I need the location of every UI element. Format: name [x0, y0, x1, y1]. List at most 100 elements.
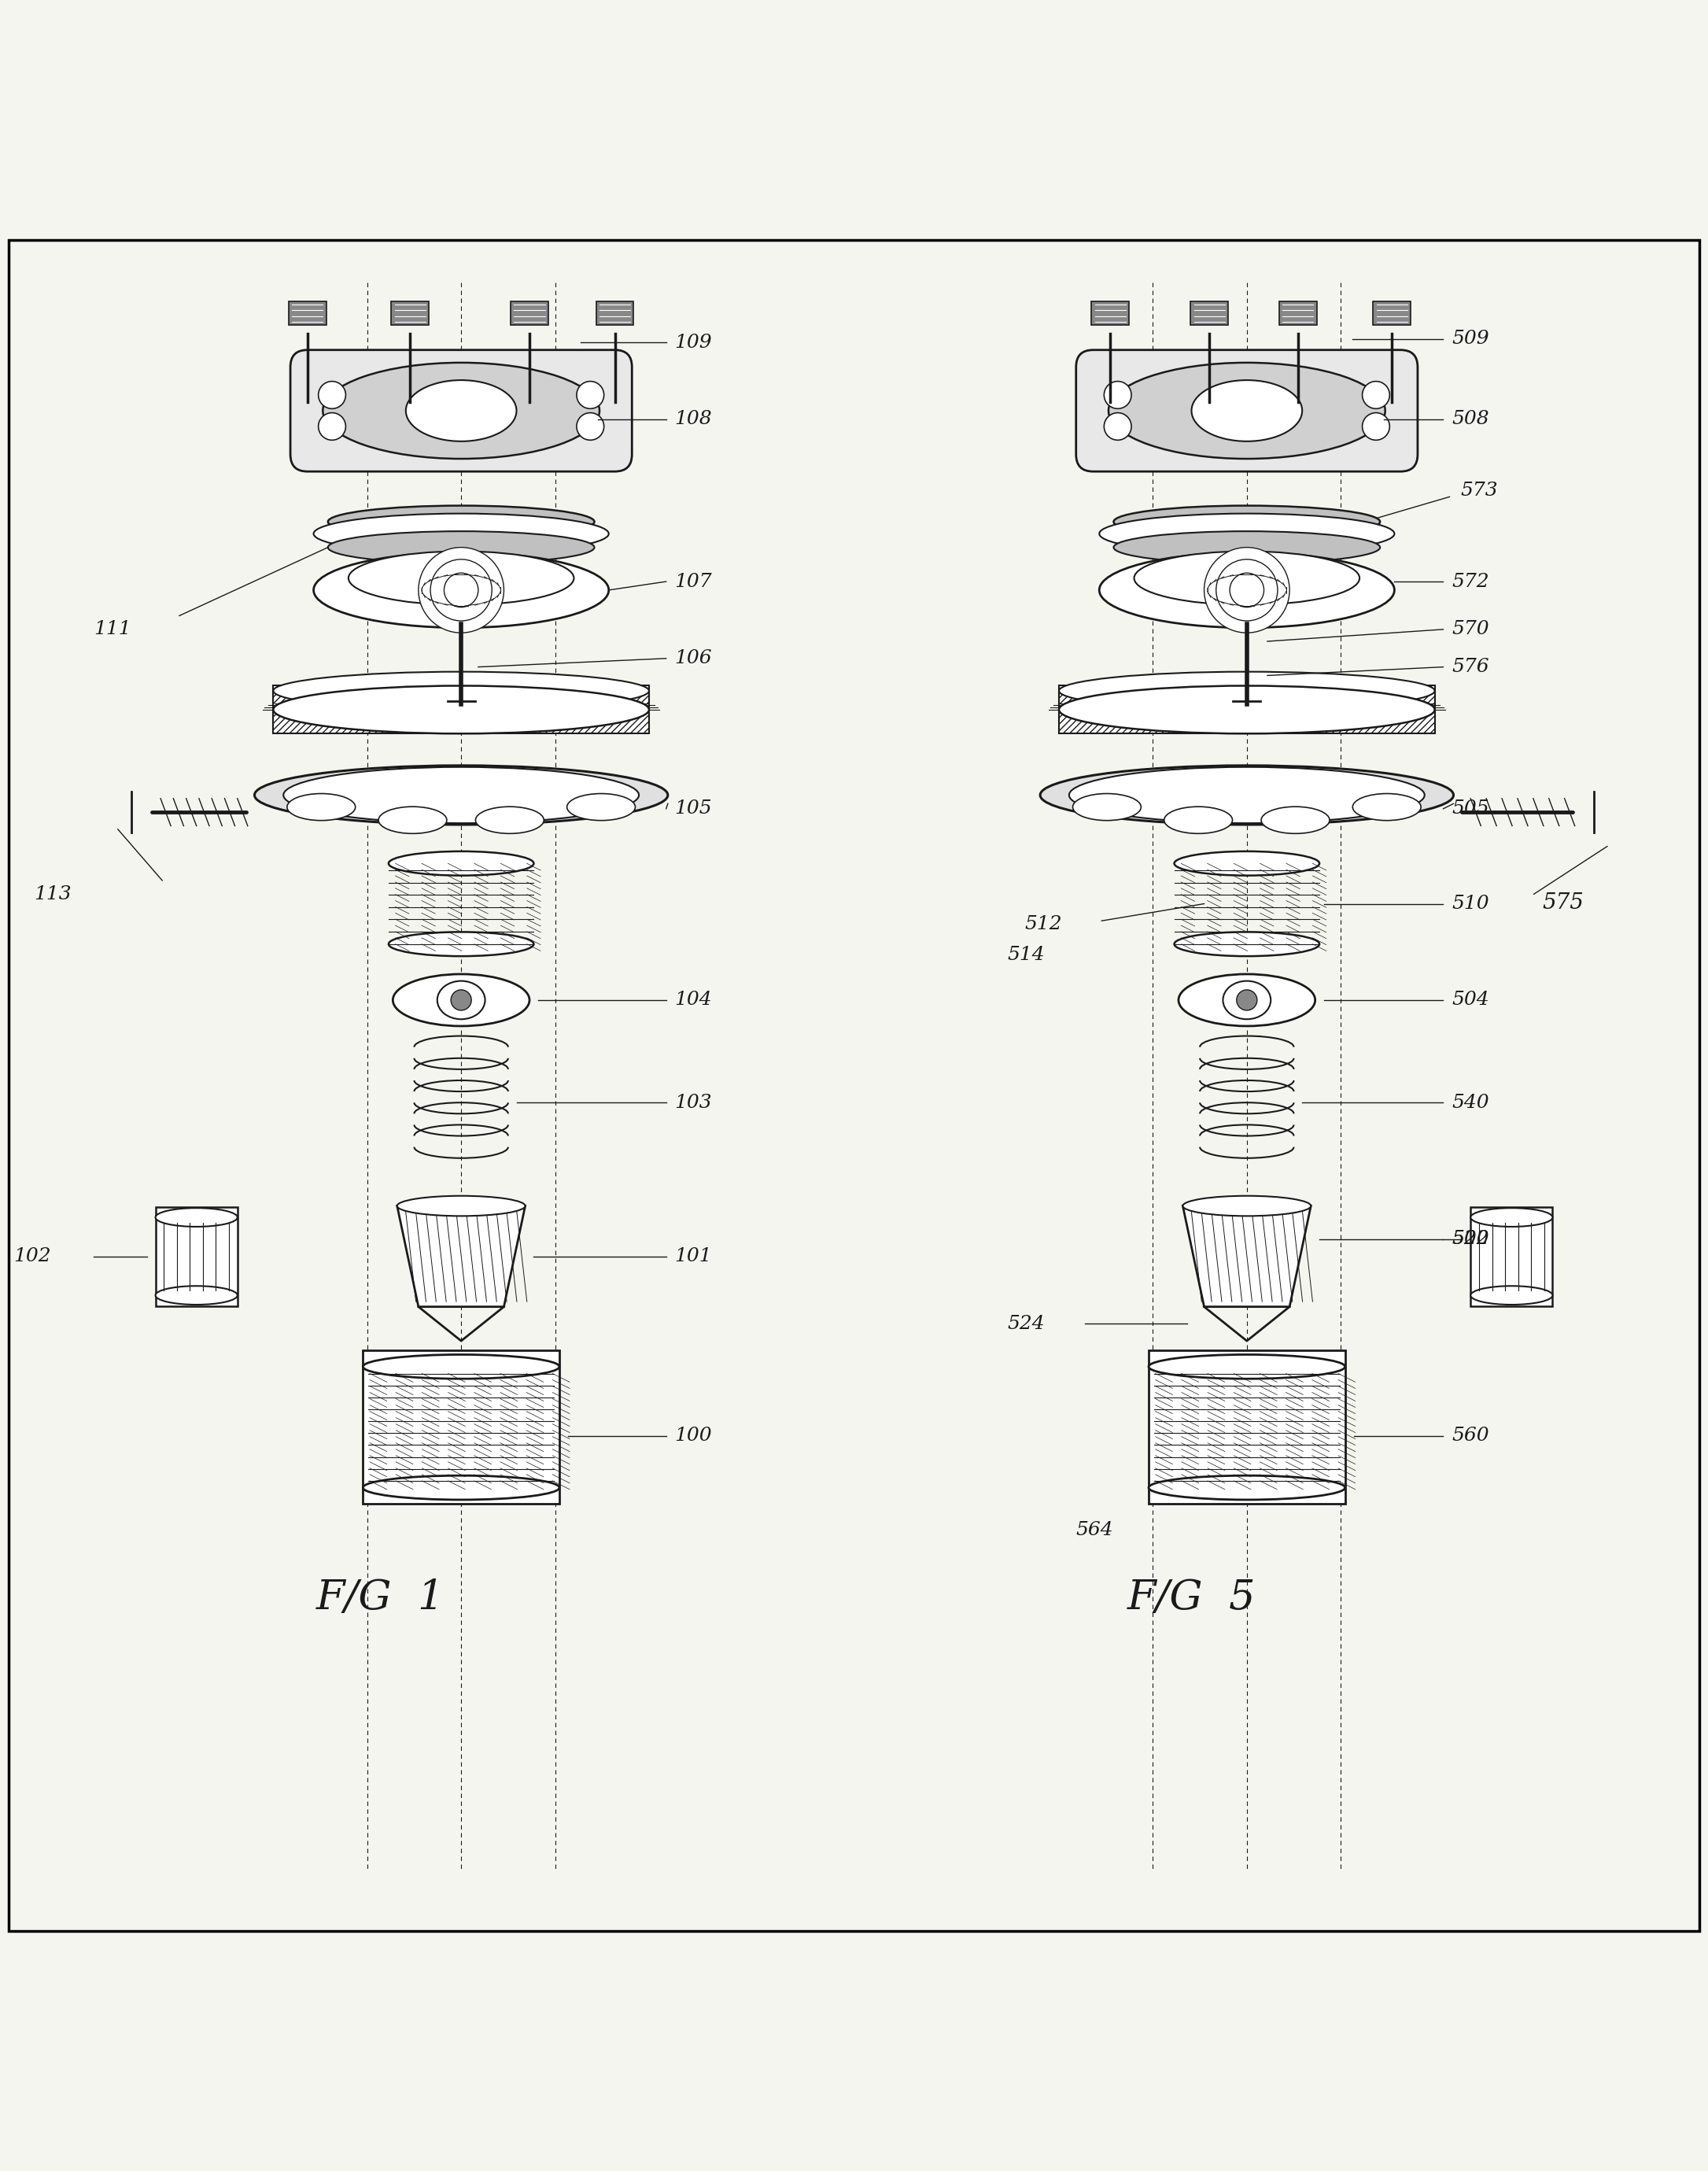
Text: F/G  5: F/G 5 — [1127, 1578, 1255, 1617]
Bar — [596, 302, 634, 326]
Text: 102: 102 — [14, 1248, 51, 1266]
Bar — [511, 302, 548, 326]
Ellipse shape — [1175, 851, 1319, 875]
Ellipse shape — [407, 380, 516, 441]
Ellipse shape — [1100, 515, 1394, 554]
Text: 108: 108 — [675, 410, 712, 428]
Text: 504: 504 — [1452, 990, 1489, 1010]
Ellipse shape — [389, 931, 535, 955]
Text: 100: 100 — [675, 1426, 712, 1444]
Text: 103: 103 — [675, 1094, 712, 1112]
Ellipse shape — [1059, 671, 1435, 710]
Ellipse shape — [254, 766, 668, 825]
Bar — [1091, 302, 1129, 326]
Ellipse shape — [1179, 975, 1315, 1027]
Bar — [1059, 686, 1435, 734]
Ellipse shape — [1040, 766, 1454, 825]
Text: 572: 572 — [1452, 573, 1489, 591]
Ellipse shape — [1165, 808, 1233, 834]
Bar — [1471, 1207, 1553, 1307]
Ellipse shape — [314, 515, 608, 554]
Ellipse shape — [444, 573, 478, 608]
Text: 107: 107 — [675, 573, 712, 591]
Ellipse shape — [348, 551, 574, 606]
Polygon shape — [1182, 1205, 1312, 1307]
Text: 540: 540 — [1452, 1094, 1489, 1112]
Ellipse shape — [1204, 547, 1290, 632]
Bar — [1373, 302, 1411, 326]
Ellipse shape — [1134, 551, 1360, 606]
Ellipse shape — [1108, 363, 1385, 458]
Ellipse shape — [577, 412, 605, 441]
Bar — [391, 302, 429, 326]
Ellipse shape — [155, 1207, 237, 1227]
Text: 514: 514 — [1008, 947, 1045, 964]
Ellipse shape — [430, 560, 492, 621]
Bar — [155, 1207, 237, 1307]
Text: 512: 512 — [1025, 916, 1062, 934]
Text: 564: 564 — [1076, 1522, 1114, 1539]
Ellipse shape — [1471, 1285, 1553, 1305]
Text: 520: 520 — [1452, 1231, 1489, 1248]
Ellipse shape — [1353, 795, 1421, 821]
Ellipse shape — [398, 1196, 526, 1216]
Text: 576: 576 — [1452, 658, 1489, 675]
Ellipse shape — [328, 532, 594, 564]
Text: 113: 113 — [34, 886, 72, 903]
Text: 505: 505 — [1452, 799, 1489, 818]
Text: 109: 109 — [675, 334, 712, 352]
Ellipse shape — [393, 975, 529, 1027]
Text: 524: 524 — [1008, 1316, 1045, 1333]
Text: 508: 508 — [1452, 410, 1489, 428]
Ellipse shape — [475, 808, 543, 834]
Ellipse shape — [328, 506, 594, 538]
Text: 570: 570 — [1452, 621, 1489, 638]
Ellipse shape — [1237, 990, 1257, 1010]
Text: 509: 509 — [1452, 330, 1489, 347]
Ellipse shape — [1363, 382, 1390, 408]
Ellipse shape — [1148, 1355, 1346, 1379]
Ellipse shape — [418, 547, 504, 632]
Ellipse shape — [437, 981, 485, 1018]
Ellipse shape — [379, 808, 447, 834]
Ellipse shape — [318, 382, 345, 408]
Ellipse shape — [1148, 1476, 1346, 1500]
Ellipse shape — [1192, 380, 1301, 441]
Ellipse shape — [1103, 412, 1131, 441]
Text: 502: 502 — [1452, 1231, 1489, 1248]
Ellipse shape — [1363, 412, 1390, 441]
Ellipse shape — [389, 851, 535, 875]
Text: F/G  1: F/G 1 — [316, 1578, 444, 1617]
Ellipse shape — [451, 990, 471, 1010]
Text: 560: 560 — [1452, 1426, 1489, 1444]
Ellipse shape — [1175, 931, 1319, 955]
Text: 575: 575 — [1542, 892, 1583, 914]
Ellipse shape — [364, 1355, 560, 1379]
Ellipse shape — [284, 766, 639, 823]
FancyBboxPatch shape — [290, 350, 632, 471]
Ellipse shape — [1216, 560, 1278, 621]
Ellipse shape — [323, 363, 600, 458]
Ellipse shape — [1100, 551, 1394, 627]
Ellipse shape — [314, 551, 608, 627]
Ellipse shape — [577, 382, 605, 408]
Ellipse shape — [1103, 382, 1131, 408]
Ellipse shape — [1069, 766, 1424, 823]
Ellipse shape — [1114, 532, 1380, 564]
Ellipse shape — [1230, 573, 1264, 608]
Text: 111: 111 — [94, 621, 132, 638]
Ellipse shape — [1073, 795, 1141, 821]
Ellipse shape — [287, 795, 355, 821]
Ellipse shape — [1223, 981, 1271, 1018]
Ellipse shape — [273, 686, 649, 734]
Ellipse shape — [273, 671, 649, 710]
Polygon shape — [398, 1205, 526, 1307]
FancyBboxPatch shape — [1076, 350, 1418, 471]
Bar — [1279, 302, 1317, 326]
Bar — [1148, 1350, 1346, 1505]
Text: 104: 104 — [675, 990, 712, 1010]
Bar — [273, 686, 649, 734]
Ellipse shape — [155, 1285, 237, 1305]
Text: 101: 101 — [675, 1248, 712, 1266]
Ellipse shape — [1114, 506, 1380, 538]
